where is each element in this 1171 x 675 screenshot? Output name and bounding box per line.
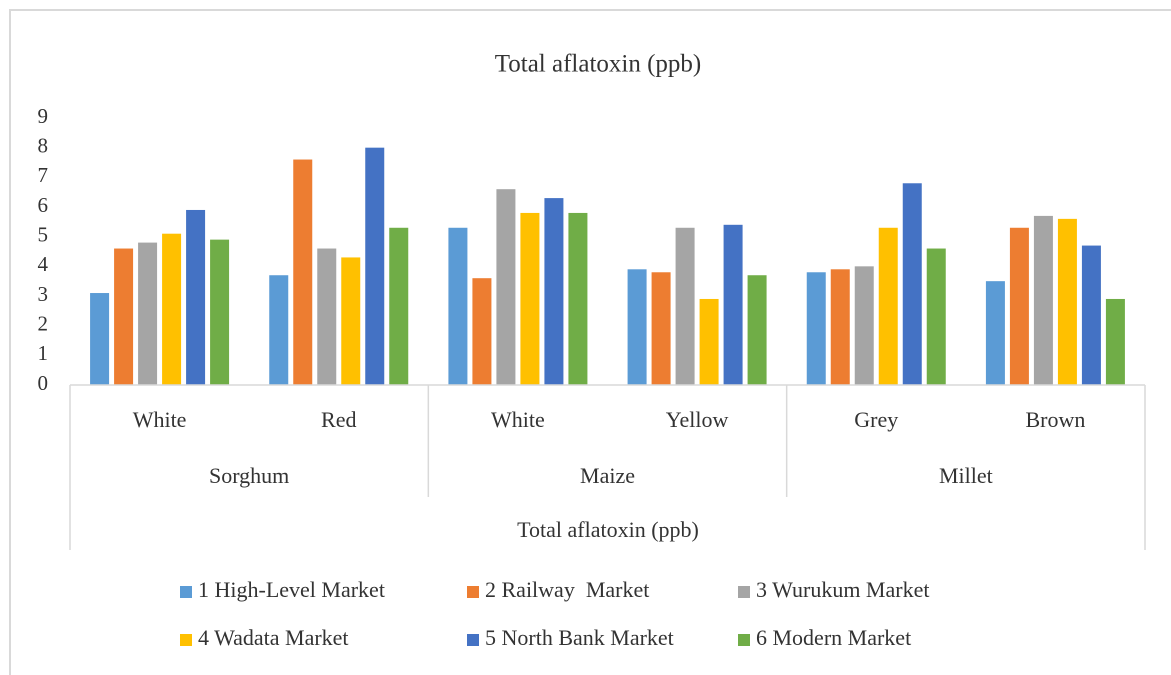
bar (1081, 245, 1101, 385)
bar (568, 212, 588, 385)
bar (985, 281, 1005, 385)
bar (699, 298, 719, 385)
bar (317, 248, 337, 385)
bar (1009, 227, 1029, 385)
legend-label: 4 Wadata Market (198, 625, 349, 650)
y-tick-label: 0 (38, 371, 49, 395)
bar (1105, 298, 1125, 385)
bar (902, 183, 922, 385)
y-tick-label: 4 (38, 252, 49, 276)
legend-swatch (180, 586, 192, 598)
bar (723, 224, 743, 385)
bar (675, 227, 695, 385)
y-tick-label: 7 (38, 163, 49, 187)
legend-swatch (467, 634, 479, 646)
chart-border (9, 9, 1171, 675)
bar (544, 198, 564, 385)
bar (830, 269, 850, 385)
bar (269, 275, 289, 385)
legend-label: 6 Modern Market (756, 625, 911, 650)
x-tick-label: Brown (1025, 407, 1085, 432)
bar (186, 209, 206, 385)
bar (138, 242, 158, 385)
bar (878, 227, 898, 385)
bar (926, 248, 946, 385)
legend-label: 1 High-Level Market (198, 577, 385, 602)
y-tick-label: 1 (38, 341, 49, 365)
y-tick-label: 3 (38, 282, 49, 306)
legend-label: 5 North Bank Market (485, 625, 674, 650)
x-tick-label: Grey (854, 407, 898, 432)
x-tick-label: White (491, 407, 545, 432)
x-tick-label: White (133, 407, 187, 432)
bar (651, 272, 671, 385)
y-tick-label: 5 (38, 222, 49, 246)
y-tick-label: 2 (38, 311, 49, 335)
group-label: Maize (580, 463, 635, 488)
x-tick-label: Yellow (666, 407, 729, 432)
legend-label: 2 Railway Market (485, 577, 649, 602)
chart-title: Total aflatoxin (ppb) (495, 51, 702, 78)
bar (114, 248, 134, 385)
bar (520, 212, 540, 385)
bar (162, 233, 182, 385)
bar (1033, 215, 1053, 385)
bar (806, 272, 826, 385)
y-tick-label: 6 (38, 193, 49, 217)
bar (90, 293, 110, 385)
bar (293, 159, 313, 385)
legend-label: 3 Wurukum Market (756, 577, 929, 602)
bar (472, 278, 492, 385)
legend-swatch (738, 634, 750, 646)
bar (496, 189, 516, 385)
bar (210, 239, 230, 385)
x-tick-label: Red (321, 407, 356, 432)
bar (365, 147, 385, 385)
bar (448, 227, 468, 385)
bar (341, 257, 361, 385)
bar (389, 227, 409, 385)
y-tick-label: 8 (38, 133, 49, 157)
legend-swatch (467, 586, 479, 598)
group-label: Millet (939, 463, 993, 488)
bar (854, 266, 874, 385)
legend-swatch (180, 634, 192, 646)
y-tick-label: 9 (38, 104, 49, 128)
bar (747, 275, 767, 385)
bar (627, 269, 647, 385)
legend-swatch (738, 586, 750, 598)
x-axis-title: Total aflatoxin (ppb) (517, 517, 699, 542)
bar (1057, 218, 1077, 385)
group-label: Sorghum (209, 463, 289, 488)
